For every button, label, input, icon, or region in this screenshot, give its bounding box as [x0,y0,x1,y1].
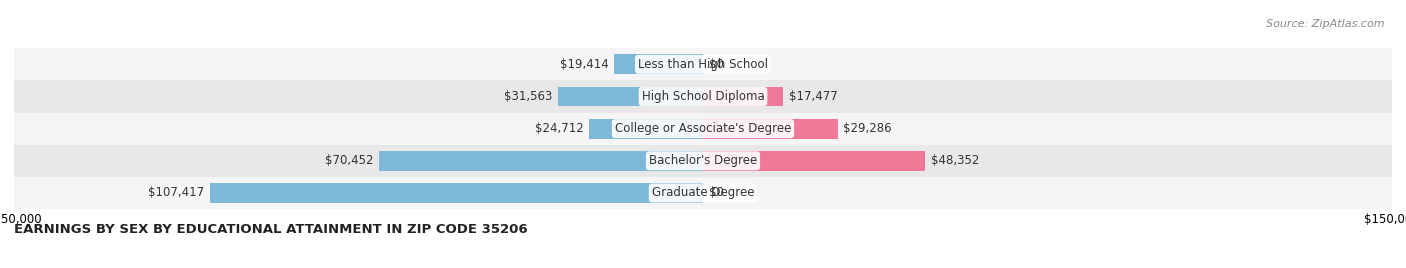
Text: Source: ZipAtlas.com: Source: ZipAtlas.com [1267,19,1385,29]
Text: $17,477: $17,477 [789,90,838,103]
Text: Graduate Degree: Graduate Degree [652,187,754,199]
Bar [589,119,703,139]
Text: College or Associate's Degree: College or Associate's Degree [614,122,792,135]
Text: Less than High School: Less than High School [638,58,768,71]
Text: High School Diploma: High School Diploma [641,90,765,103]
Bar [14,48,1392,80]
Bar [703,87,783,106]
Text: $24,712: $24,712 [536,122,583,135]
Text: $0: $0 [709,58,723,71]
Bar [558,87,703,106]
Text: Bachelor's Degree: Bachelor's Degree [650,154,756,167]
Text: $29,286: $29,286 [844,122,891,135]
Text: EARNINGS BY SEX BY EDUCATIONAL ATTAINMENT IN ZIP CODE 35206: EARNINGS BY SEX BY EDUCATIONAL ATTAINMEN… [14,223,527,236]
Text: $107,417: $107,417 [148,187,204,199]
Bar [14,145,1392,177]
Bar [380,151,703,171]
Text: $19,414: $19,414 [560,58,609,71]
Bar [703,119,838,139]
Text: $48,352: $48,352 [931,154,979,167]
Bar [614,54,703,74]
Text: $70,452: $70,452 [325,154,374,167]
Bar [14,113,1392,145]
Bar [209,183,703,203]
Bar [14,80,1392,113]
Bar [703,151,925,171]
Text: $0: $0 [709,187,723,199]
Bar [14,177,1392,209]
Text: $31,563: $31,563 [505,90,553,103]
